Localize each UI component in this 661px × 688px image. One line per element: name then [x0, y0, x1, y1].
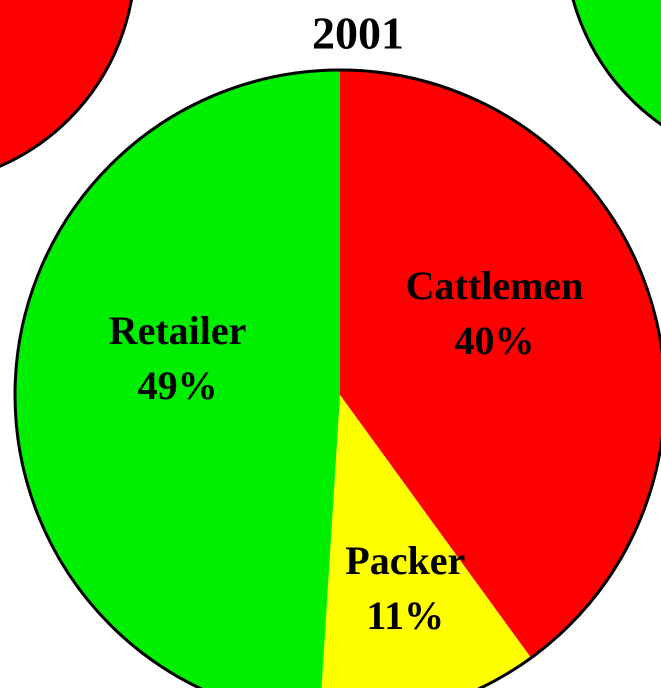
chart-title: 2001: [312, 8, 404, 59]
slice-label: Retailer: [109, 308, 247, 353]
slice-value: 40%: [455, 318, 535, 363]
pie-slice: [321, 395, 532, 688]
neighbor-pie: [571, 0, 661, 127]
slice-label: Packer: [345, 538, 465, 583]
neighbor-pie: [0, 0, 133, 168]
pie-slice: [340, 70, 661, 658]
labels: Cattlemen 40% Packer 11% Retailer 49%: [109, 263, 584, 638]
pie-slice: [15, 70, 340, 688]
slice-value: 11%: [366, 593, 444, 638]
slice-value: 49%: [138, 363, 218, 408]
pie-outline: [13, 68, 661, 688]
pie: [15, 70, 661, 688]
slice-label: Cattlemen: [406, 263, 584, 308]
